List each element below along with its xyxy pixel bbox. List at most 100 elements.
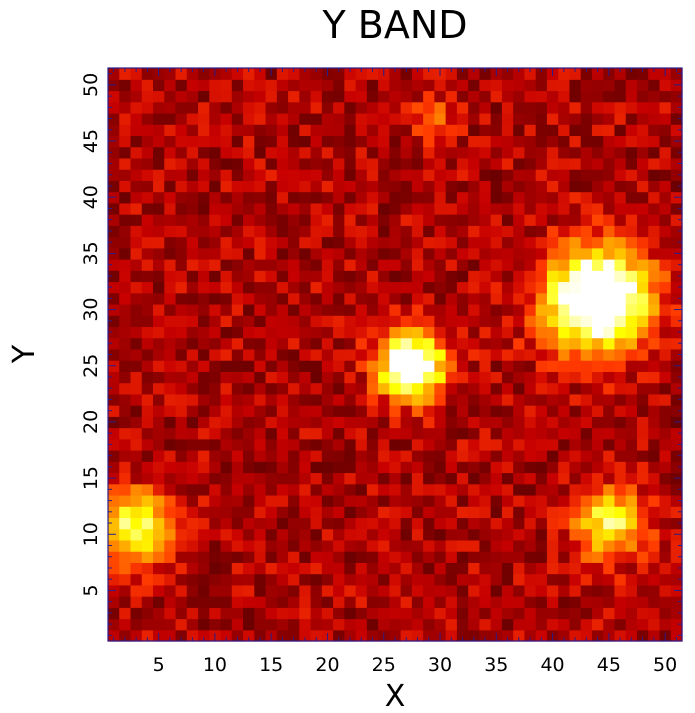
- heatmap-cell: [456, 618, 469, 631]
- heatmap-cell: [288, 438, 300, 451]
- heatmap-cell: [265, 618, 278, 631]
- heatmap-cell: [490, 135, 503, 148]
- heatmap-cell: [434, 450, 447, 462]
- heatmap-cell: [423, 584, 435, 597]
- heatmap-cell: [535, 79, 548, 92]
- heatmap-cell: [141, 225, 154, 238]
- heatmap-cell: [175, 79, 188, 92]
- heatmap-cell: [378, 124, 390, 137]
- heatmap-cell: [580, 214, 593, 226]
- heatmap-cell: [524, 629, 537, 642]
- heatmap-cell: [366, 191, 379, 204]
- heatmap-cell: [141, 427, 154, 440]
- heatmap-cell: [141, 202, 154, 215]
- heatmap-cell: [603, 607, 616, 620]
- heatmap-cell: [254, 79, 267, 92]
- heatmap-cell: [670, 461, 683, 474]
- heatmap-cell: [445, 337, 458, 350]
- heatmap-cell: [625, 169, 638, 181]
- heatmap-cell: [434, 225, 447, 238]
- heatmap-cell: [141, 494, 154, 507]
- heatmap-cell: [130, 539, 143, 552]
- heatmap-cell: [513, 584, 526, 597]
- heatmap-cell: [468, 562, 481, 575]
- heatmap-cell: [175, 494, 188, 507]
- heatmap-cell: [265, 236, 278, 249]
- heatmap-cell: [501, 337, 514, 350]
- heatmap-cell: [400, 371, 413, 384]
- heatmap-cell: [276, 124, 289, 137]
- heatmap-cell: [198, 247, 210, 260]
- heatmap-cell: [164, 135, 177, 148]
- heatmap-cell: [468, 348, 481, 361]
- heatmap-cell: [254, 157, 267, 170]
- heatmap-cell: [569, 517, 582, 530]
- heatmap-cell: [411, 146, 424, 159]
- heatmap-cell: [614, 584, 627, 597]
- heatmap-cell: [220, 157, 233, 170]
- heatmap-cell: [265, 405, 278, 417]
- heatmap-cell: [366, 68, 379, 80]
- heatmap-cell: [243, 157, 255, 170]
- heatmap-cell: [186, 405, 199, 417]
- heatmap-cell: [333, 180, 345, 193]
- heatmap-cell: [513, 483, 526, 496]
- heatmap-cell: [423, 214, 435, 226]
- heatmap-cell: [265, 528, 278, 541]
- heatmap-cell: [231, 292, 244, 305]
- heatmap-cell: [479, 337, 492, 350]
- heatmap-cell: [445, 539, 458, 552]
- heatmap-cell: [614, 90, 627, 103]
- heatmap-cell: [186, 247, 199, 260]
- heatmap-cell: [513, 124, 526, 137]
- heatmap-cell: [625, 326, 638, 339]
- heatmap-cell: [434, 517, 447, 530]
- heatmap-cell: [434, 281, 447, 294]
- heatmap-cell: [164, 618, 177, 631]
- heatmap-cell: [670, 438, 683, 451]
- heatmap-cell: [535, 90, 548, 103]
- heatmap-cell: [636, 494, 649, 507]
- heatmap-cell: [670, 225, 683, 238]
- heatmap-cell: [513, 427, 526, 440]
- heatmap-cell: [434, 472, 447, 485]
- heatmap-cell: [265, 281, 278, 294]
- heatmap-cell: [648, 236, 661, 249]
- heatmap-cell: [164, 596, 177, 608]
- heatmap-cell: [175, 112, 188, 125]
- heatmap-cell: [310, 607, 323, 620]
- heatmap-cell: [231, 68, 244, 80]
- heatmap-cell: [614, 337, 627, 350]
- heatmap-cell: [164, 405, 177, 417]
- heatmap-cell: [558, 337, 571, 350]
- heatmap-cell: [501, 146, 514, 159]
- heatmap-cell: [670, 214, 683, 226]
- heatmap-cell: [119, 270, 132, 283]
- heatmap-cell: [445, 146, 458, 159]
- heatmap-cell: [153, 315, 165, 328]
- heatmap-cell: [468, 315, 481, 328]
- heatmap-cell: [299, 618, 312, 631]
- heatmap-cell: [468, 281, 481, 294]
- heatmap-cell: [524, 506, 537, 519]
- heatmap-cell: [636, 146, 649, 159]
- heatmap-cell: [411, 483, 424, 496]
- heatmap-cell: [130, 506, 143, 519]
- heatmap-cell: [299, 259, 312, 271]
- heatmap-cell: [434, 124, 447, 137]
- heatmap-cell: [659, 303, 672, 316]
- heatmap-cell: [468, 405, 481, 417]
- heatmap-cell: [333, 124, 345, 137]
- heatmap-cell: [546, 382, 559, 395]
- heatmap-cell: [648, 629, 661, 642]
- heatmap-cell: [524, 562, 537, 575]
- heatmap-cell: [321, 360, 334, 372]
- heatmap-cell: [423, 225, 435, 238]
- heatmap-cell: [490, 382, 503, 395]
- heatmap-cell: [659, 562, 672, 575]
- heatmap-cell: [209, 79, 222, 92]
- heatmap-cell: [164, 483, 177, 496]
- heatmap-cell: [569, 303, 582, 316]
- heatmap-cell: [288, 629, 300, 642]
- heatmap-cell: [243, 438, 255, 451]
